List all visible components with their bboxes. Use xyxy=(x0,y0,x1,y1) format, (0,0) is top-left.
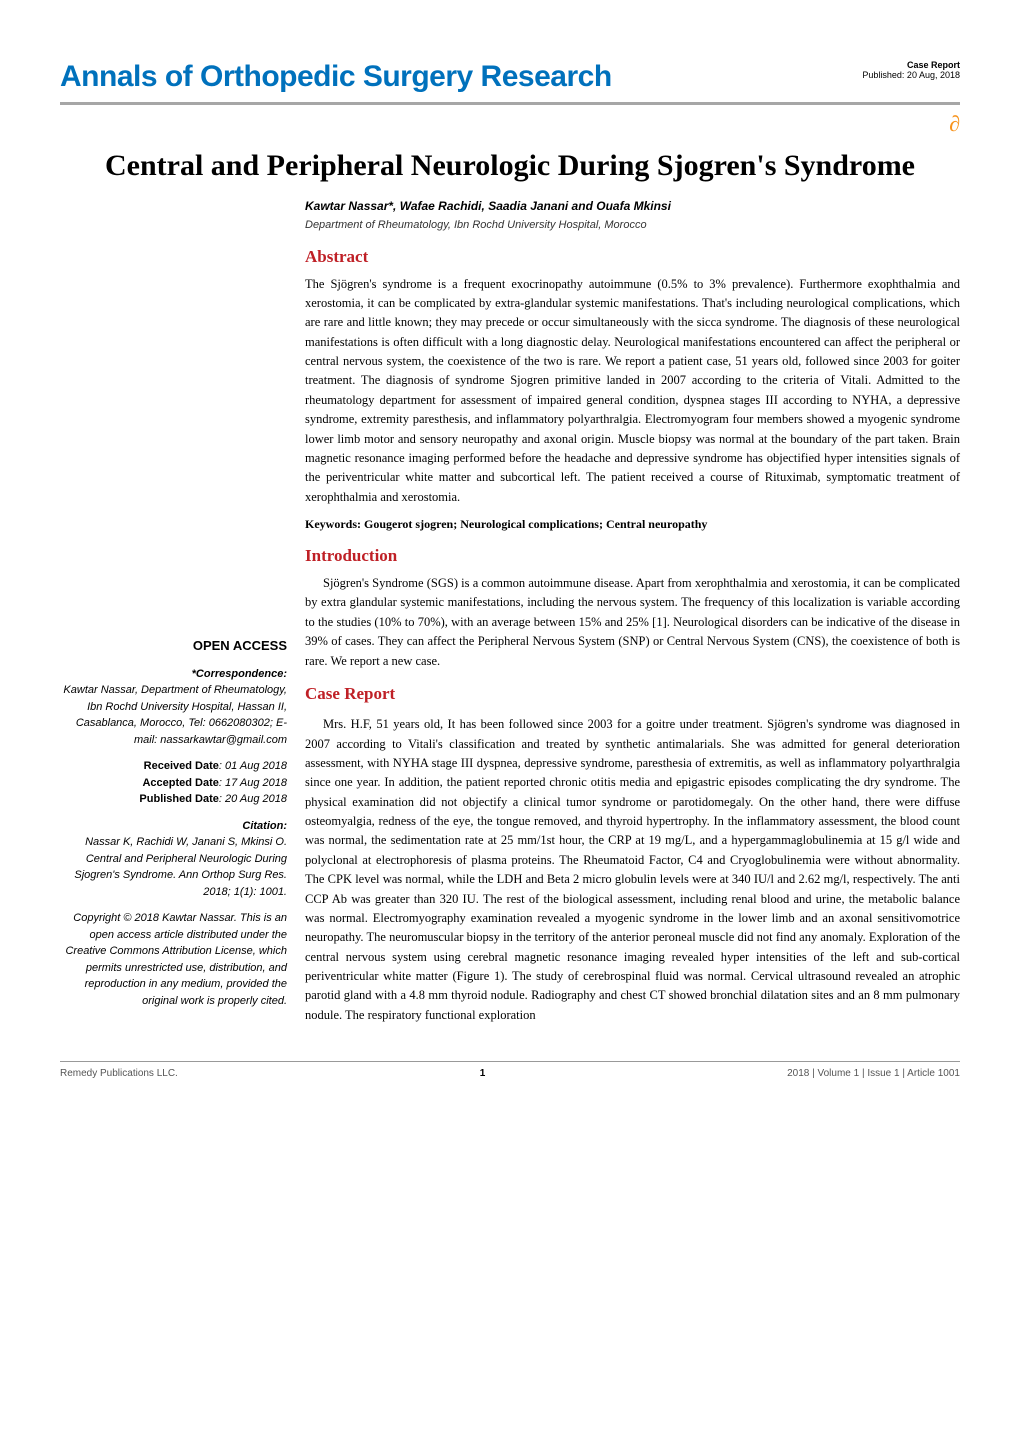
affiliation: Department of Rheumatology, Ibn Rochd Un… xyxy=(305,219,960,231)
published-label: Published Date xyxy=(139,793,218,805)
keywords: Keywords: Gougerot sjogren; Neurological… xyxy=(305,517,960,532)
dates-block: Received Date: 01 Aug 2018 Accepted Date… xyxy=(60,758,287,808)
journal-name: Annals of Orthopedic Surgery Research xyxy=(60,60,612,94)
published-date: Published: 20 Aug, 2018 xyxy=(862,70,960,80)
correspondence-body: Kawtar Nassar, Department of Rheumatolog… xyxy=(60,682,287,748)
footer-issue: 2018 | Volume 1 | Issue 1 | Article 1001 xyxy=(787,1068,960,1079)
footer-page-number: 1 xyxy=(480,1068,486,1079)
article-title: Central and Peripheral Neurologic During… xyxy=(60,147,960,185)
received-value: : 01 Aug 2018 xyxy=(219,760,287,772)
introduction-body: Sjögren's Syndrome (SGS) is a common aut… xyxy=(305,574,960,671)
accepted-value: : 17 Aug 2018 xyxy=(219,777,287,789)
article-type: Case Report xyxy=(862,60,960,70)
published-value: : 20 Aug 2018 xyxy=(219,793,287,805)
case-report-heading: Case Report xyxy=(305,681,960,707)
main-column: Sjögren's Syndrome (SGS) is a common aut… xyxy=(305,574,960,1035)
copyright-body: © 2018 Kawtar Nassar. This is an open ac… xyxy=(65,912,287,1007)
correspondence-heading: *Correspondence: xyxy=(60,666,287,683)
abstract-heading: Abstract xyxy=(305,247,960,267)
copyright-label: Copyright xyxy=(73,912,120,924)
open-access-label: OPEN ACCESS xyxy=(60,636,287,656)
copyright-block: Copyright © 2018 Kawtar Nassar. This is … xyxy=(60,910,287,1009)
open-access-icon-row: ∂ xyxy=(60,111,960,137)
header-meta: Case Report Published: 20 Aug, 2018 xyxy=(862,60,960,80)
citation-heading: Citation: xyxy=(60,818,287,835)
case-report-body: Mrs. H.F, 51 years old, It has been foll… xyxy=(305,715,960,1025)
footer: Remedy Publications LLC. 1 2018 | Volume… xyxy=(60,1061,960,1079)
open-access-icon: ∂ xyxy=(949,111,960,136)
introduction-heading: Introduction xyxy=(305,546,960,566)
citation-body: Nassar K, Rachidi W, Janani S, Mkinsi O.… xyxy=(60,834,287,900)
accepted-label: Accepted Date xyxy=(142,777,218,789)
sidebar: OPEN ACCESS *Correspondence: Kawtar Nass… xyxy=(60,574,287,1009)
received-label: Received Date xyxy=(144,760,219,772)
header-banner: Annals of Orthopedic Surgery Research Ca… xyxy=(60,60,960,105)
abstract-body: The Sjögren's syndrome is a frequent exo… xyxy=(305,275,960,508)
footer-publisher: Remedy Publications LLC. xyxy=(60,1068,178,1079)
two-column-layout: OPEN ACCESS *Correspondence: Kawtar Nass… xyxy=(60,574,960,1035)
authors: Kawtar Nassar*, Wafae Rachidi, Saadia Ja… xyxy=(305,199,960,213)
